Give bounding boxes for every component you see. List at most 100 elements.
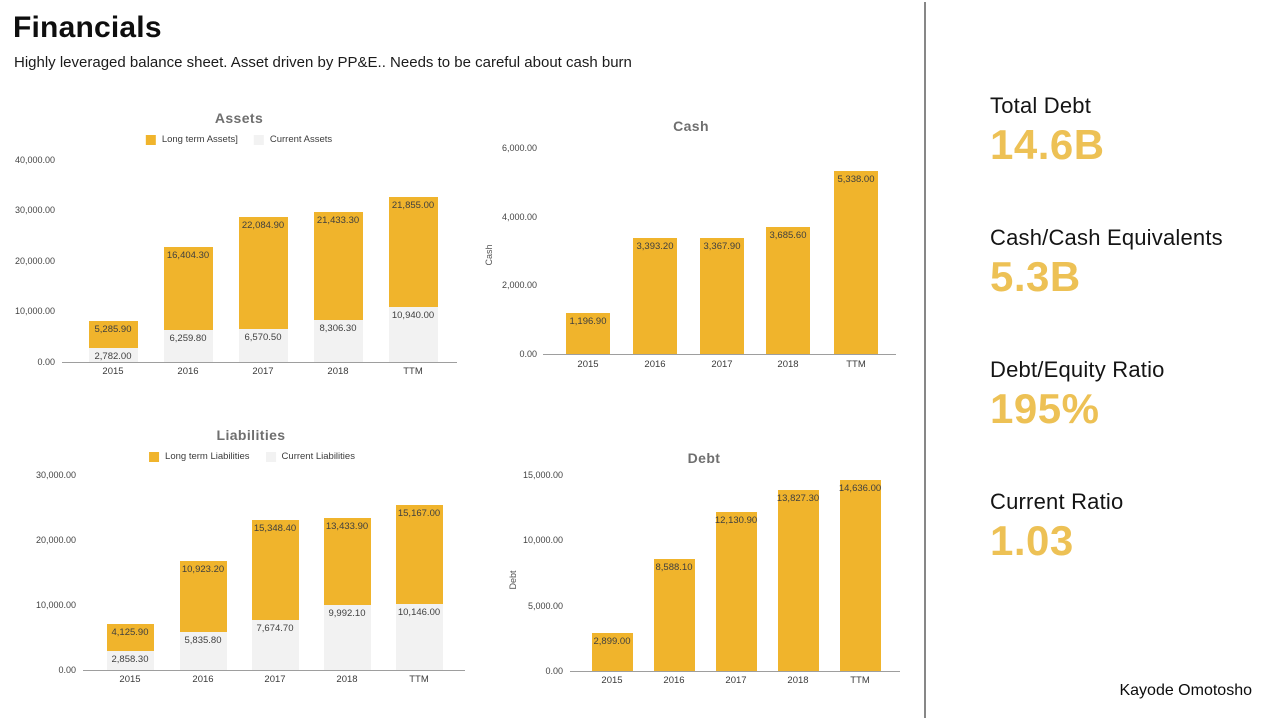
y-axis-title-text: Cash: [484, 244, 494, 266]
liabilities-bar-2016-current: [180, 632, 227, 670]
bar-value-label: 12,130.90: [714, 515, 758, 526]
metric-label: Total Debt: [990, 93, 1092, 118]
x-axis-label: 2018: [336, 674, 358, 685]
x-axis-label: TTM: [846, 359, 866, 370]
x-axis-label: TTM: [850, 675, 870, 686]
y-axis-tick: 4,000.00: [501, 212, 537, 222]
bar-value-label: 3,685.60: [769, 230, 807, 241]
debt-chart: Debt 0.00 5,000.00 10,000.00 15,000.00 Debt 2,…: [480, 445, 910, 695]
assets-bar-2015-long-term: [89, 321, 138, 348]
cash-bar-TTM: [834, 171, 878, 354]
bar-value-label: 8,588.10: [655, 562, 693, 573]
x-axis-label: TTM: [409, 674, 429, 685]
bar-value-label: 1,196.90: [569, 316, 607, 327]
page-title: Financials: [13, 11, 162, 44]
y-axis-tick: 0.00: [58, 665, 76, 675]
debt-bar-2017: [716, 512, 757, 671]
legend-item: Current Liabilities: [265, 451, 355, 462]
assets-bar-2015-current: [89, 348, 138, 362]
assets-bar-2018-current: [314, 320, 363, 362]
legend-color-swatch: [265, 451, 276, 462]
bar-value-label: 15,348.40: [253, 523, 297, 534]
x-axis-label: 2018: [777, 359, 799, 370]
y-axis-tick: 15,000.00: [522, 470, 563, 480]
legend-label: Long term Liabilities: [165, 451, 250, 462]
liabilities-bar-TTM-long-term: [396, 505, 443, 604]
y-axis-tick: 30,000.00: [35, 470, 76, 480]
x-axis-label: 2017: [264, 674, 286, 685]
x-axis-line: [570, 671, 900, 672]
x-axis-label: 2015: [601, 675, 623, 686]
cash-bar-2018: [766, 227, 810, 354]
x-axis-label: 2017: [252, 366, 274, 377]
legend-label: Current Liabilities: [281, 451, 355, 462]
x-axis-label: 2017: [725, 675, 747, 686]
liabilities-bar-TTM-current: [396, 604, 443, 670]
x-axis-label: 2016: [192, 674, 214, 685]
y-axis-tick: 40,000.00: [14, 155, 55, 165]
metric-total-debt: Total Debt 14.6B: [990, 93, 1105, 169]
y-axis-tick: 20,000.00: [35, 535, 76, 545]
metric-cash-equivalents: Cash/Cash Equivalents 5.3B: [990, 225, 1223, 301]
bar-value-label: 7,674.70: [256, 623, 294, 634]
liabilities-bar-2017-long-term: [252, 520, 299, 620]
x-axis-label: 2016: [663, 675, 685, 686]
y-axis-tick: 10,000.00: [522, 535, 563, 545]
debt-bar-2018: [778, 490, 819, 671]
legend-color-swatch: [145, 134, 156, 145]
liabilities-bar-2018-long-term: [324, 518, 371, 605]
y-axis-tick: 2,000.00: [501, 280, 537, 290]
assets-bar-2017-long-term: [239, 217, 288, 329]
x-axis-label: 2018: [327, 366, 349, 377]
bar-value-label: 13,827.30: [776, 493, 820, 504]
metric-label: Debt/Equity Ratio: [990, 357, 1165, 382]
liabilities-chart: Liabilities Long term Liabilities Current …: [5, 425, 470, 700]
liabilities-bar-2017-current: [252, 620, 299, 670]
bar-value-label: 4,125.90: [111, 627, 149, 638]
cash-chart: Cash 0.00 2,000.00 4,000.00 6,000.00 Cash 1,19…: [480, 110, 905, 375]
bar-value-label: 5,338.00: [837, 174, 875, 185]
liabilities-bar-2015-current: [107, 651, 154, 670]
bar-value-label: 10,923.20: [181, 564, 225, 575]
x-axis-label: 2016: [177, 366, 199, 377]
liabilities-bar-2018-current: [324, 605, 371, 670]
metric-label: Cash/Cash Equivalents: [990, 225, 1223, 250]
x-axis-line: [543, 354, 896, 355]
legend-item: Current Assets: [253, 134, 332, 145]
x-axis-label: 2017: [711, 359, 733, 370]
y-axis-tick: 10,000.00: [14, 306, 55, 316]
y-axis-tick: 0.00: [545, 666, 563, 676]
bar-value-label: 2,858.30: [111, 654, 149, 665]
bar-value-label: 16,404.30: [166, 250, 210, 261]
cash-bar-2015: [566, 313, 610, 354]
bar-value-label: 5,285.90: [94, 324, 132, 335]
bar-value-label: 14,636.00: [838, 483, 882, 494]
x-axis-label: 2015: [577, 359, 599, 370]
metric-label: Current Ratio: [990, 489, 1124, 514]
debt-bar-2015: [592, 633, 633, 671]
legend-item: Long term Liabilities: [149, 451, 250, 462]
chart-title: Cash: [673, 118, 709, 134]
metric-value: 1.03: [990, 517, 1074, 564]
bar-value-label: 8,306.30: [319, 323, 357, 334]
y-axis-tick: 10,000.00: [35, 600, 76, 610]
bar-value-label: 6,570.50: [244, 332, 282, 343]
vertical-divider: [924, 2, 926, 718]
assets-bar-TTM-current: [389, 307, 438, 362]
chart-title: Assets: [214, 110, 264, 126]
y-axis-tick: 6,000.00: [501, 143, 537, 153]
y-axis-tick: 0.00: [519, 349, 537, 359]
bar-value-label: 2,782.00: [94, 351, 132, 362]
page-subtitle: Highly leveraged balance sheet. Asset dr…: [14, 54, 632, 71]
bar-value-label: 5,835.80: [184, 635, 222, 646]
bar-value-label: 13,433.90: [325, 521, 369, 532]
x-axis-label: 2018: [787, 675, 809, 686]
bar-value-label: 21,855.00: [391, 200, 435, 211]
chart-title: Debt: [687, 450, 721, 466]
bar-value-label: 10,146.00: [397, 607, 441, 618]
debt-bar-TTM: [840, 480, 881, 671]
x-axis-label: 2015: [102, 366, 124, 377]
legend-color-swatch: [149, 451, 160, 462]
assets-bar-2016-current: [164, 330, 213, 362]
